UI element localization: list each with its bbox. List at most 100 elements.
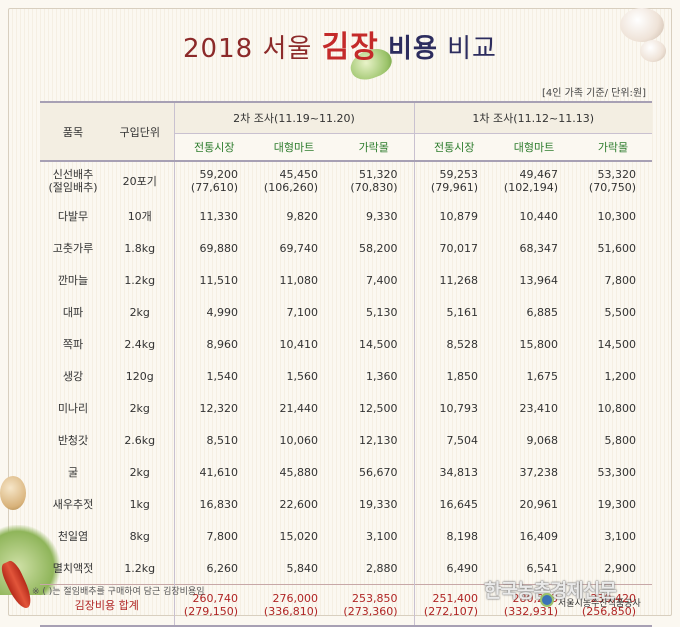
item-name-cell: 대파 — [62, 305, 84, 319]
price-cell: 4,990 — [173, 296, 254, 328]
item-name-cell: 쪽파 — [62, 337, 84, 351]
price-cell: 1,560 — [286, 369, 319, 383]
item-name-cell: 미나리 — [57, 401, 89, 415]
onion-illustration — [0, 476, 26, 510]
price-cell: 1,200 — [604, 369, 637, 383]
price-cell: 1,540 — [173, 360, 254, 392]
header-round1: 1차 조사(11.12~11.13) — [413, 101, 652, 134]
price-cell: 7,100 — [286, 305, 319, 319]
title-seoul: 서울 — [262, 34, 313, 64]
price-cell: 59,253 (79,961) — [413, 161, 494, 200]
header-round2: 2차 조사(11.19~11.20) — [173, 101, 414, 134]
price-cell: 53,300 — [597, 465, 637, 479]
table-row: 멸치액젓 1.2kg 6,260 5,840 2,880 6,490 6,541 2,900 — [40, 552, 652, 585]
price-cell: 1,850 — [413, 360, 494, 392]
price-cell: 37,238 — [519, 465, 559, 479]
table-row: 생강 120g 1,540 1,560 1,360 1,850 1,675 1,200 — [40, 360, 652, 392]
organization-name: 서울시농수산식품공사 — [558, 599, 641, 609]
header-item: 품목 — [40, 101, 106, 162]
price-cell: 49,467 (102,194) — [503, 168, 558, 194]
item-name-cell: 반청갓 — [57, 433, 89, 447]
title-kimjang: 김장 — [321, 30, 379, 65]
unit-note: [4인 가족 기준/ 단위:원] — [541, 88, 646, 99]
item-name-cell: 굴 — [67, 465, 79, 479]
price-cell: 15,800 — [519, 337, 559, 351]
header-round1-traditional: 전통시장 — [413, 133, 494, 162]
table-row: 다발무 10개 11,330 9,820 9,330 10,879 10,440 10,300 — [40, 200, 652, 232]
kimjang-cost-table: 품목 구입단위 2차 조사(11.19~11.20) 1차 조사(11.12~1… — [40, 101, 652, 627]
header-round2-garak: 가락몰 — [334, 133, 414, 162]
price-cell: 51,600 — [597, 241, 637, 255]
price-cell: 10,410 — [279, 337, 319, 351]
price-cell: 69,740 — [279, 241, 319, 255]
price-cell: 10,300 — [597, 209, 637, 223]
header-unit: 구입단위 — [106, 101, 174, 162]
price-cell: 9,068 — [526, 433, 559, 447]
table-row: 쪽파 2.4kg 8,960 10,410 14,500 8,528 15,800 14,50… — [40, 328, 652, 360]
price-cell: 22,600 — [279, 497, 319, 511]
table-row: 반청갓 2.6kg 8,510 10,060 12,130 7,504 9,068 5,800 — [40, 424, 652, 456]
price-cell: 56,670 — [359, 465, 398, 479]
item-name-cell: 생강 — [62, 369, 84, 383]
price-cell: 14,500 — [597, 337, 637, 351]
price-cell: 23,410 — [519, 401, 559, 415]
footnote: ※ ( )는 절임배추를 구매하여 담근 김장비용임 — [32, 587, 205, 597]
price-cell: 10,060 — [279, 433, 319, 447]
price-cell: 51,320 (70,830) — [350, 168, 398, 194]
price-cell: 5,130 — [366, 305, 398, 319]
garlic-illustration — [620, 8, 664, 42]
price-cell: 16,409 — [519, 529, 559, 543]
table-row: 신선배추 (절임배추) 20포기 59,200 (77,610) 45,450 (106,2… — [40, 161, 652, 200]
table-row: 천일염 8kg 7,800 15,020 3,100 8,198 16,409 3,100 — [40, 520, 652, 552]
price-cell: 11,510 — [173, 264, 254, 296]
price-cell: 1,675 — [526, 369, 559, 383]
total-cell: 251,400 (272,107) — [413, 584, 494, 627]
price-cell: 2,900 — [604, 561, 637, 575]
price-cell: 8,960 — [173, 328, 254, 360]
price-cell: 16,645 — [413, 488, 494, 520]
price-cell: 10,793 — [413, 392, 494, 424]
purchase-unit-cell: 1.2kg — [124, 561, 156, 575]
price-cell: 9,820 — [286, 209, 319, 223]
table-row: 대파 2kg 4,990 7,100 5,130 5,161 6,885 5,500 — [40, 296, 652, 328]
header-round2-mart: 대형마트 — [254, 133, 334, 162]
price-cell: 69,880 — [173, 232, 254, 264]
price-cell: 10,440 — [519, 209, 559, 223]
purchase-unit-cell: 1.2kg — [124, 273, 156, 287]
price-cell: 20,961 — [519, 497, 559, 511]
purchase-unit-cell: 20포기 — [122, 174, 157, 188]
page-title: 2018 서울 김장 비용 비교 — [0, 22, 680, 66]
price-cell: 21,440 — [279, 401, 319, 415]
price-cell: 41,610 — [173, 456, 254, 488]
price-cell: 12,320 — [173, 392, 254, 424]
price-cell: 53,320 (70,750) — [588, 168, 636, 194]
price-cell: 11,330 — [173, 200, 254, 232]
price-cell: 7,504 — [413, 424, 494, 456]
price-cell: 70,017 — [413, 232, 494, 264]
total-cell: 253,850 (273,360) — [334, 584, 414, 627]
purchase-unit-cell: 1kg — [129, 497, 150, 511]
organization-logo-icon — [540, 593, 554, 607]
price-cell: 19,300 — [597, 497, 637, 511]
price-cell: 8,198 — [413, 520, 494, 552]
item-name-cell: 깐마늘 — [57, 273, 89, 287]
purchase-unit-cell: 2kg — [129, 305, 150, 319]
price-cell: 11,080 — [279, 273, 319, 287]
price-cell: 5,840 — [286, 561, 319, 575]
total-cell: 239,420 (256,850) — [574, 584, 652, 627]
price-cell: 5,500 — [604, 305, 637, 319]
header-round1-garak: 가락몰 — [574, 133, 652, 162]
price-cell: 3,100 — [604, 529, 637, 543]
price-cell: 12,500 — [359, 401, 398, 415]
purchase-unit-cell: 2.4kg — [124, 337, 156, 351]
price-cell: 58,200 — [359, 241, 398, 255]
price-cell: 7,800 — [173, 520, 254, 552]
price-cell: 11,268 — [413, 264, 494, 296]
title-bigyo: 비교 — [447, 34, 497, 64]
price-cell: 10,879 — [413, 200, 494, 232]
price-cell: 8,510 — [173, 424, 254, 456]
title-biyong: 비용 — [388, 34, 438, 64]
price-cell: 6,885 — [526, 305, 559, 319]
price-cell: 1,360 — [366, 369, 398, 383]
price-cell: 12,130 — [359, 433, 398, 447]
